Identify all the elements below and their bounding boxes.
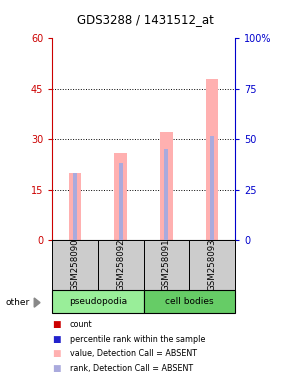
Bar — [189, 240, 235, 290]
Text: GSM258090: GSM258090 — [70, 238, 79, 291]
Bar — [210, 136, 214, 240]
Bar — [144, 240, 189, 290]
Bar — [114, 152, 127, 240]
Text: ■: ■ — [52, 364, 61, 373]
Bar — [52, 290, 144, 313]
Bar — [52, 240, 98, 290]
Bar — [119, 163, 123, 240]
Text: GSM258093: GSM258093 — [208, 238, 217, 291]
Bar — [206, 79, 218, 240]
Text: count: count — [70, 320, 92, 329]
Bar — [98, 240, 144, 290]
Text: ■: ■ — [52, 349, 61, 358]
Text: percentile rank within the sample: percentile rank within the sample — [70, 334, 205, 344]
Text: value, Detection Call = ABSENT: value, Detection Call = ABSENT — [70, 349, 197, 358]
Bar — [73, 173, 77, 240]
Text: GSM258091: GSM258091 — [162, 238, 171, 291]
Bar — [164, 149, 168, 240]
Text: other: other — [6, 298, 30, 307]
Text: GDS3288 / 1431512_at: GDS3288 / 1431512_at — [77, 13, 213, 26]
Text: ■: ■ — [52, 320, 61, 329]
Text: cell bodies: cell bodies — [165, 297, 213, 306]
Text: ■: ■ — [52, 334, 61, 344]
Bar — [144, 290, 235, 313]
Text: pseudopodia: pseudopodia — [69, 297, 127, 306]
Text: rank, Detection Call = ABSENT: rank, Detection Call = ABSENT — [70, 364, 193, 373]
Polygon shape — [34, 298, 40, 307]
Bar — [69, 173, 81, 240]
Bar — [160, 132, 173, 240]
Text: GSM258092: GSM258092 — [116, 238, 125, 291]
